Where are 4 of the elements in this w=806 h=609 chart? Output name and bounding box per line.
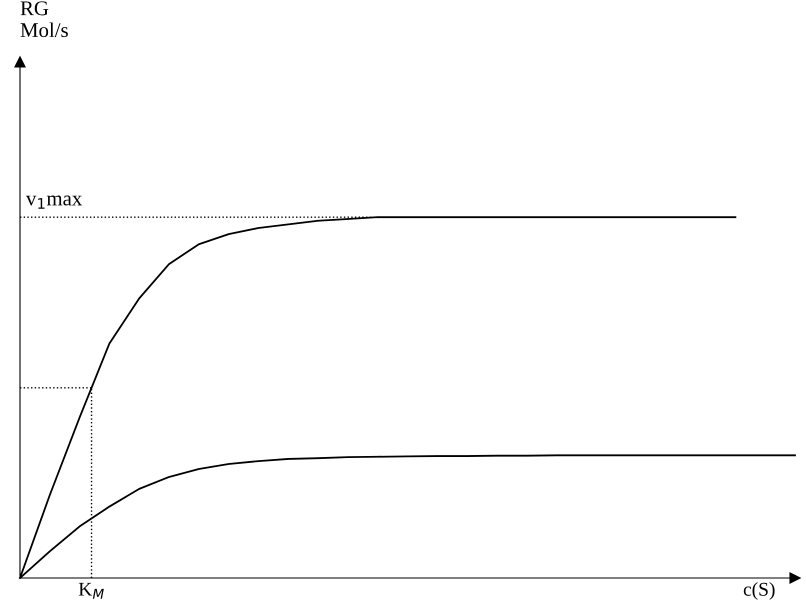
x-axis-title: c(S) — [744, 582, 775, 600]
text: RG Mol/s — [20, 1, 68, 38]
text: K$_{M}$ — [78, 582, 104, 599]
ref-line-label: v$_{1}$max — [26, 196, 82, 209]
